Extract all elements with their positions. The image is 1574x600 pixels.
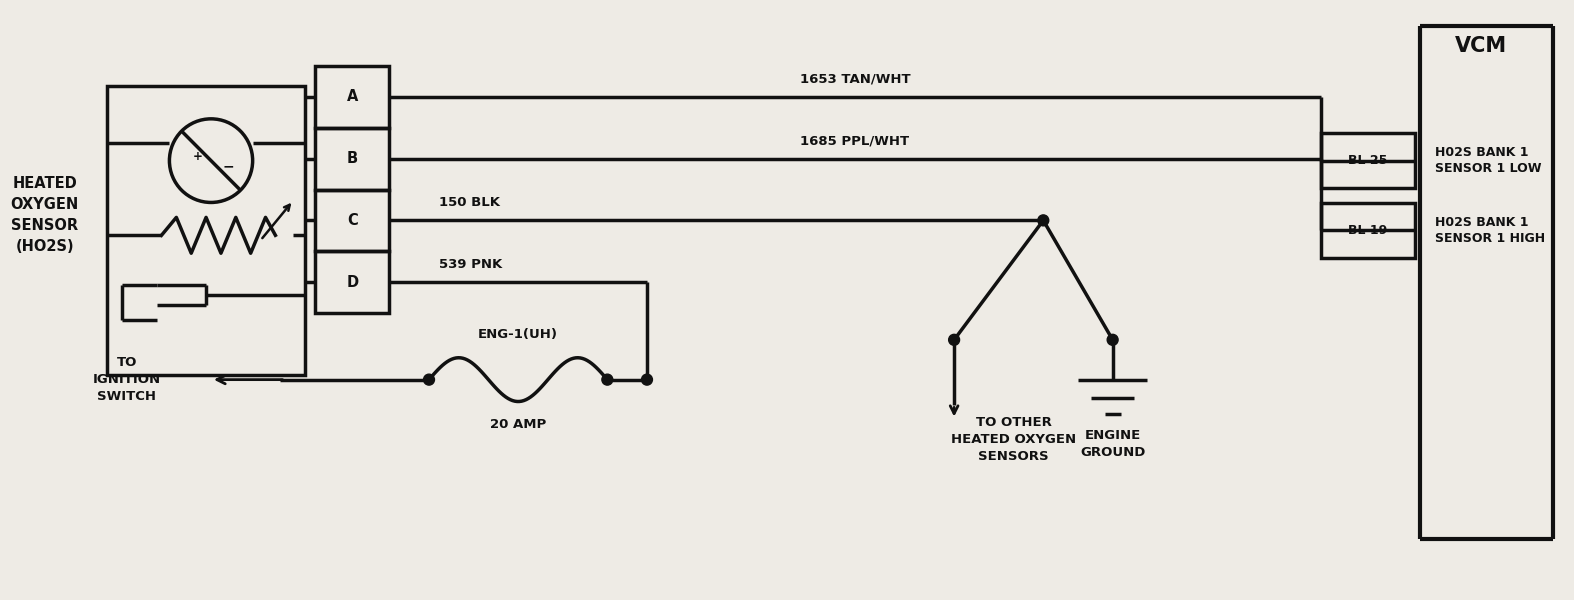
- Bar: [315, 190, 389, 251]
- Text: −: −: [222, 160, 233, 173]
- Text: D: D: [346, 275, 359, 290]
- Bar: [1321, 133, 1415, 188]
- Circle shape: [423, 374, 434, 385]
- Bar: [315, 128, 389, 190]
- Text: HEATED
OXYGEN
SENSOR
(HO2S): HEATED OXYGEN SENSOR (HO2S): [11, 176, 79, 254]
- Text: 20 AMP: 20 AMP: [490, 418, 546, 431]
- Circle shape: [1107, 334, 1118, 345]
- Text: 150 BLK: 150 BLK: [439, 196, 501, 209]
- Text: C: C: [346, 213, 357, 228]
- Text: 539 PNK: 539 PNK: [439, 257, 502, 271]
- Text: VCM: VCM: [1454, 36, 1508, 56]
- Bar: [107, 86, 305, 374]
- Bar: [315, 251, 389, 313]
- Text: TO OTHER
HEATED OXYGEN
SENSORS: TO OTHER HEATED OXYGEN SENSORS: [951, 416, 1077, 463]
- Circle shape: [601, 374, 612, 385]
- Circle shape: [642, 374, 653, 385]
- Text: TO
IGNITION
SWITCH: TO IGNITION SWITCH: [93, 356, 161, 403]
- Text: BL 25: BL 25: [1347, 154, 1387, 167]
- Text: B: B: [346, 151, 357, 166]
- Text: BL 19: BL 19: [1349, 224, 1387, 237]
- Text: 1653 TAN/WHT: 1653 TAN/WHT: [800, 73, 910, 86]
- Circle shape: [1037, 215, 1048, 226]
- Text: H02S BANK 1
SENSOR 1 LOW: H02S BANK 1 SENSOR 1 LOW: [1434, 146, 1541, 175]
- Text: H02S BANK 1
SENSOR 1 HIGH: H02S BANK 1 SENSOR 1 HIGH: [1434, 216, 1544, 245]
- Circle shape: [949, 334, 960, 345]
- Bar: [315, 66, 389, 128]
- Text: ENGINE
GROUND: ENGINE GROUND: [1080, 430, 1146, 460]
- Text: A: A: [346, 89, 357, 104]
- Text: ENG-1(UH): ENG-1(UH): [478, 328, 559, 341]
- Text: 1685 PPL/WHT: 1685 PPL/WHT: [801, 134, 910, 147]
- Bar: [1321, 203, 1415, 257]
- Text: +: +: [194, 150, 203, 163]
